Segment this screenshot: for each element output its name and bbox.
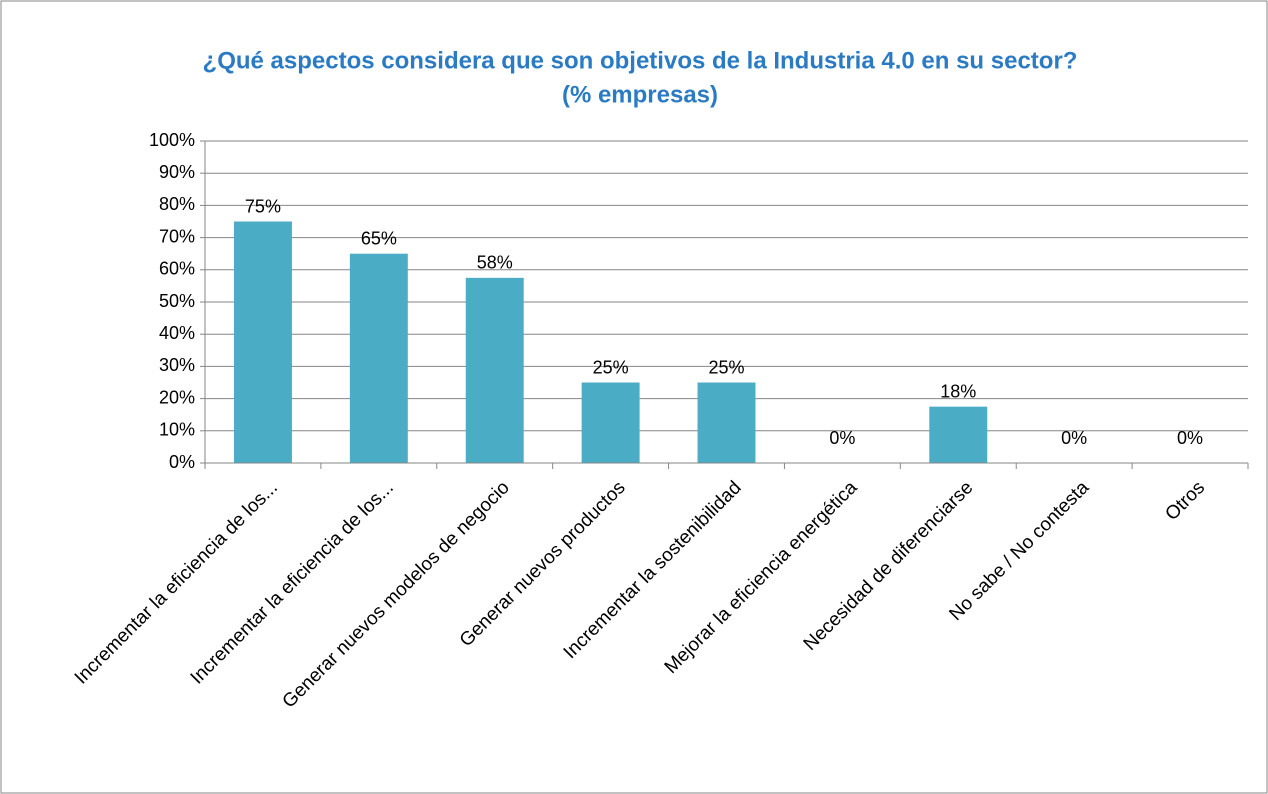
value-label: 58% <box>477 253 513 273</box>
y-tick-label: 50% <box>159 291 195 311</box>
chart-subtitle: (% empresas) <box>562 81 718 108</box>
value-label: 75% <box>245 196 281 216</box>
bar <box>349 253 408 463</box>
y-tick-label: 90% <box>159 162 195 182</box>
y-tick-label: 30% <box>159 355 195 375</box>
value-label: 65% <box>361 228 397 248</box>
value-label: 0% <box>829 428 855 448</box>
y-tick-label: 100% <box>149 130 195 150</box>
chart-title: ¿Qué aspectos considera que son objetivo… <box>203 47 1078 74</box>
value-label: 25% <box>708 357 744 377</box>
value-label: 25% <box>593 357 629 377</box>
y-tick-label: 70% <box>159 226 195 246</box>
y-tick-label: 80% <box>159 194 195 214</box>
y-tick-label: 20% <box>159 387 195 407</box>
y-tick-label: 10% <box>159 420 195 440</box>
bar <box>697 382 756 463</box>
value-label: 0% <box>1177 428 1203 448</box>
value-label: 0% <box>1061 428 1087 448</box>
bar <box>233 221 292 463</box>
bar <box>929 406 988 463</box>
y-tick-label: 60% <box>159 259 195 279</box>
bar <box>465 277 524 463</box>
value-label: 18% <box>940 381 976 401</box>
bar <box>581 382 640 463</box>
y-tick-label: 0% <box>169 452 195 472</box>
y-tick-label: 40% <box>159 323 195 343</box>
